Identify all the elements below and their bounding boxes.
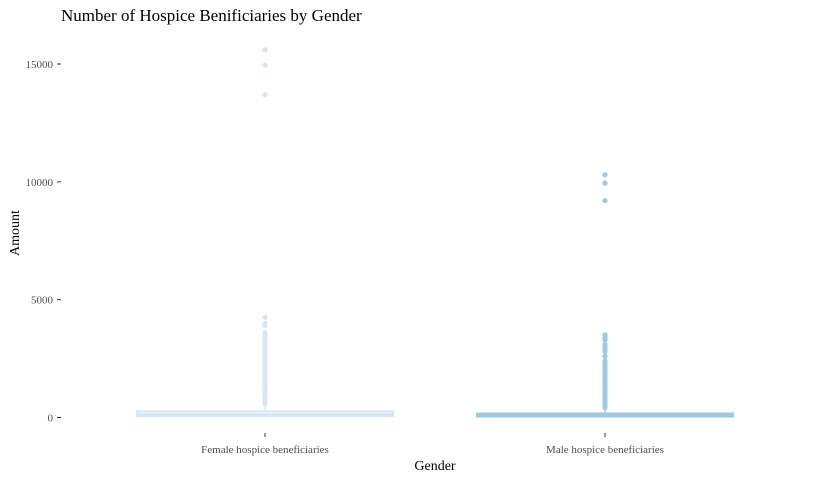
outlier-point — [602, 198, 608, 204]
outlier-point — [262, 320, 268, 326]
outlier-point — [262, 330, 268, 336]
outlier-point — [602, 341, 608, 348]
y-tick-label: 5000 — [31, 295, 54, 307]
y-tick-label: 15000 — [26, 59, 54, 71]
plot-area — [136, 47, 734, 418]
y-tick-label: 0 — [48, 413, 54, 425]
outlier-point — [262, 62, 268, 68]
x-axis: Female hospice beneficiaries Male hospice… — [201, 433, 664, 456]
outlier-point — [602, 172, 608, 178]
x-tick-label: Female hospice beneficiaries — [201, 444, 329, 456]
outlier-point — [602, 358, 608, 364]
x-axis-title: Gender — [414, 459, 456, 474]
outlier-point — [262, 47, 268, 53]
outlier-point — [262, 314, 268, 320]
y-axis-title: Amount — [8, 210, 23, 256]
chart-title: Number of Hospice Benificiaries by Gende… — [61, 6, 362, 25]
y-axis: 0 5000 10000 15000 — [26, 59, 61, 425]
outlier-point — [262, 92, 268, 98]
outlier-point — [602, 332, 608, 338]
outlier-point — [602, 180, 608, 186]
x-tick-label: Male hospice beneficiaries — [546, 444, 664, 456]
y-tick-label: 10000 — [26, 177, 54, 189]
outlier-point — [602, 353, 608, 359]
